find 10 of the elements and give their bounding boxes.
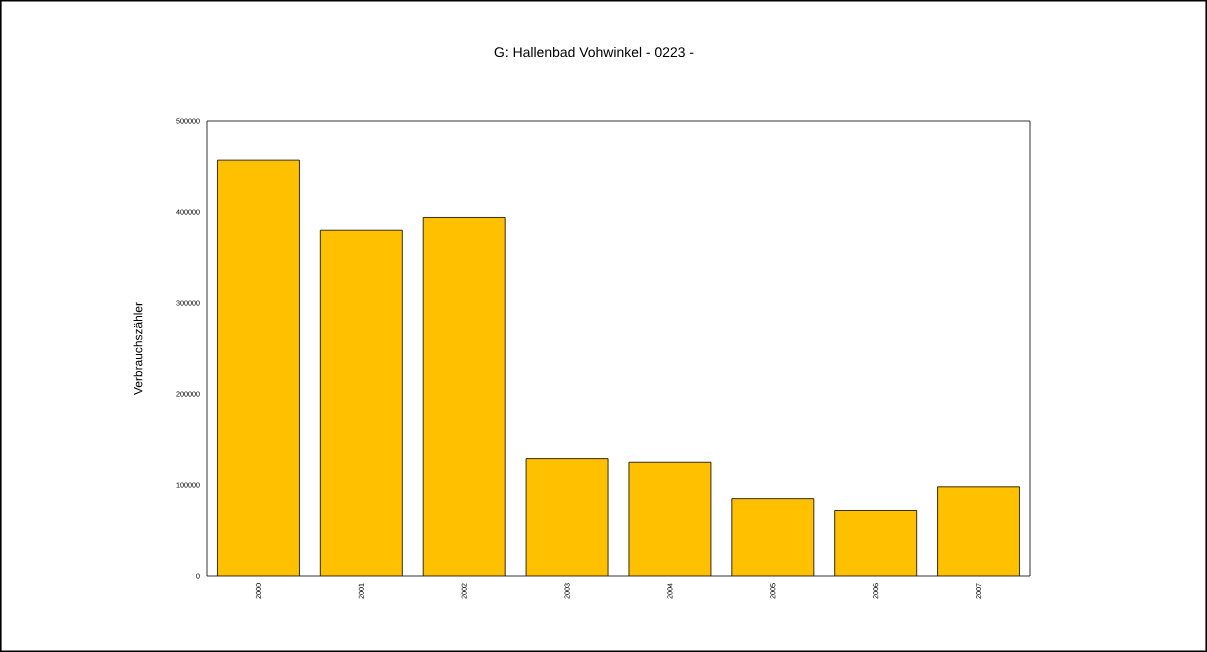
bar <box>422 217 506 576</box>
bar <box>628 461 712 576</box>
bar <box>834 510 918 576</box>
bar <box>731 498 815 576</box>
bar <box>217 160 300 576</box>
y-axis-title: Verbrauchszähler <box>133 302 143 395</box>
bar <box>525 458 609 576</box>
chart-title: G: Hallenbad Vohwinkel - 0223 - <box>494 46 694 58</box>
bar <box>319 229 403 576</box>
bar <box>937 486 1020 576</box>
